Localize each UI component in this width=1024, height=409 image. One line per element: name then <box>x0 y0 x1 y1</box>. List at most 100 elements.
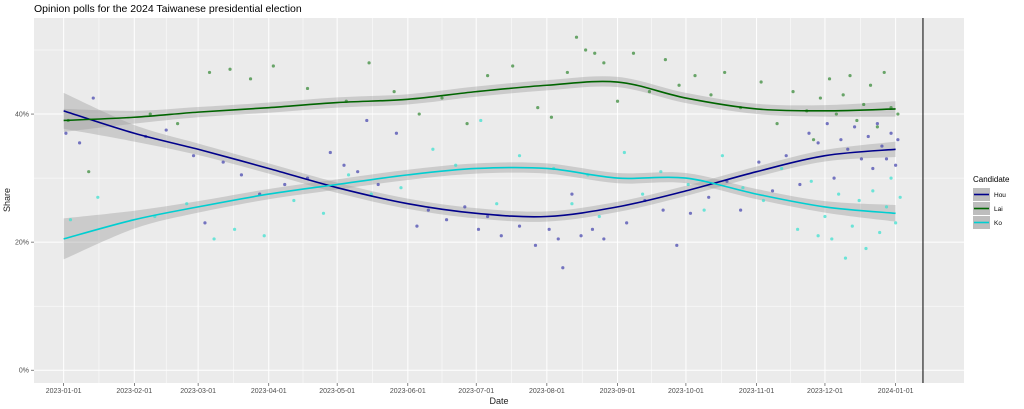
lai-poll-point <box>868 83 873 87</box>
ko-poll-point <box>889 176 893 180</box>
hou-poll-point <box>191 154 196 158</box>
y-axis-label: Share <box>2 188 12 212</box>
ko-poll-point <box>823 214 827 219</box>
lai-poll-point <box>855 118 859 123</box>
hou-poll-point <box>875 122 879 126</box>
hou-poll-point <box>846 147 850 151</box>
hou-poll-point <box>880 144 884 148</box>
hou-poll-point <box>866 134 870 139</box>
hou-poll-point <box>499 234 503 238</box>
ko-poll-point <box>292 198 296 203</box>
x-tick-label: 2023-03-01 <box>180 388 216 395</box>
ko-poll-point <box>96 195 100 199</box>
y-tick-label: 40% <box>15 112 29 119</box>
ko-poll-point <box>68 218 73 222</box>
ko-poll-point <box>850 224 854 228</box>
ko-poll-point <box>454 163 458 167</box>
hou-poll-point <box>871 166 875 171</box>
hou-poll-point <box>64 131 68 135</box>
lai-poll-point <box>862 102 866 107</box>
y-tick-label: 0% <box>19 368 29 375</box>
ko-poll-point <box>796 227 800 231</box>
hou-poll-point <box>376 182 380 187</box>
lai-poll-point <box>841 93 845 97</box>
hou-poll-point <box>859 157 864 161</box>
ko-poll-point <box>686 182 690 187</box>
hou-poll-point <box>517 224 522 228</box>
ko-poll-point <box>369 192 373 196</box>
ko-legend-label: Ko <box>994 220 1002 227</box>
lai-poll-point <box>709 93 713 97</box>
hou-poll-point <box>365 118 369 123</box>
hou-poll-point <box>579 234 583 238</box>
hou-poll-point <box>770 189 775 193</box>
hou-poll-point <box>394 131 399 135</box>
lai-poll-point <box>631 51 636 55</box>
lai-poll-point <box>811 138 816 142</box>
lai-poll-point <box>723 70 727 75</box>
hou-poll-point <box>894 163 898 167</box>
lai-poll-point <box>392 90 396 94</box>
hou-poll-point <box>444 218 449 222</box>
hou-poll-point <box>476 227 481 231</box>
lai-poll-point <box>228 67 232 71</box>
legend: Candidate Hou Lai Ko <box>973 175 1010 229</box>
lai-poll-point <box>693 74 697 78</box>
x-tick-label: 2023-06-01 <box>390 388 426 395</box>
ko-poll-point <box>232 227 237 231</box>
ko-poll-point <box>495 202 499 206</box>
lai-poll-point <box>647 90 652 94</box>
lai-poll-point <box>417 112 421 116</box>
hou-poll-point <box>91 96 95 100</box>
lai-poll-point <box>584 48 588 52</box>
x-tick-label: 2023-05-01 <box>319 388 355 395</box>
ko-poll-point <box>857 198 861 203</box>
x-tick-label: 2023-10-01 <box>668 388 704 395</box>
hou-poll-point <box>832 176 836 180</box>
hou-poll-point <box>798 182 802 187</box>
poll-points <box>64 35 902 270</box>
hou-poll-point <box>239 173 244 177</box>
hou-poll-point <box>77 141 82 145</box>
lai-poll-point <box>367 61 371 65</box>
ko-poll-point <box>741 186 745 190</box>
hou-poll-point <box>203 221 207 225</box>
lai-trend-line <box>63 80 896 122</box>
ko-poll-point <box>898 195 902 199</box>
ko-poll-point <box>894 221 898 225</box>
lai-poll-point <box>677 83 681 87</box>
lai-poll-point <box>176 122 180 126</box>
lai-poll-point <box>148 112 152 116</box>
hou-poll-point <box>556 237 560 241</box>
x-tick-label: 2023-07-01 <box>458 388 494 395</box>
hou-poll-point <box>825 122 829 126</box>
lai-poll-point <box>791 90 795 94</box>
lai-poll-point <box>207 70 212 75</box>
x-tick-label: 2023-01-01 <box>46 388 82 395</box>
lai-poll-point <box>882 70 886 75</box>
lai-legend-label: Lai <box>994 206 1003 213</box>
hou-poll-point <box>533 243 538 247</box>
ko-poll-point <box>321 211 326 215</box>
lai-poll-point <box>271 64 275 68</box>
lai-poll-point <box>663 58 667 62</box>
hou-legend-label: Hou <box>994 192 1006 199</box>
lai-confidence-band <box>63 76 896 132</box>
lai-poll-point <box>593 51 597 55</box>
lai-poll-point <box>896 112 900 116</box>
ko-poll-point <box>864 246 868 251</box>
lai-poll-point <box>549 115 554 119</box>
lai-poll-point <box>565 70 569 75</box>
ko-poll-point <box>720 154 724 158</box>
ko-poll-point <box>212 237 216 241</box>
ko-poll-point <box>780 166 784 171</box>
hou-poll-point <box>342 163 346 167</box>
lai-poll-point <box>465 122 469 126</box>
hou-poll-point <box>415 224 419 228</box>
x-tick-label: 2023-02-01 <box>116 388 152 395</box>
ko-poll-point <box>871 189 875 193</box>
y-tick-label: 20% <box>15 240 29 247</box>
hou-poll-point <box>688 211 693 215</box>
lai-poll-point <box>759 80 763 84</box>
x-tick-label: 2024-01-01 <box>878 388 914 395</box>
